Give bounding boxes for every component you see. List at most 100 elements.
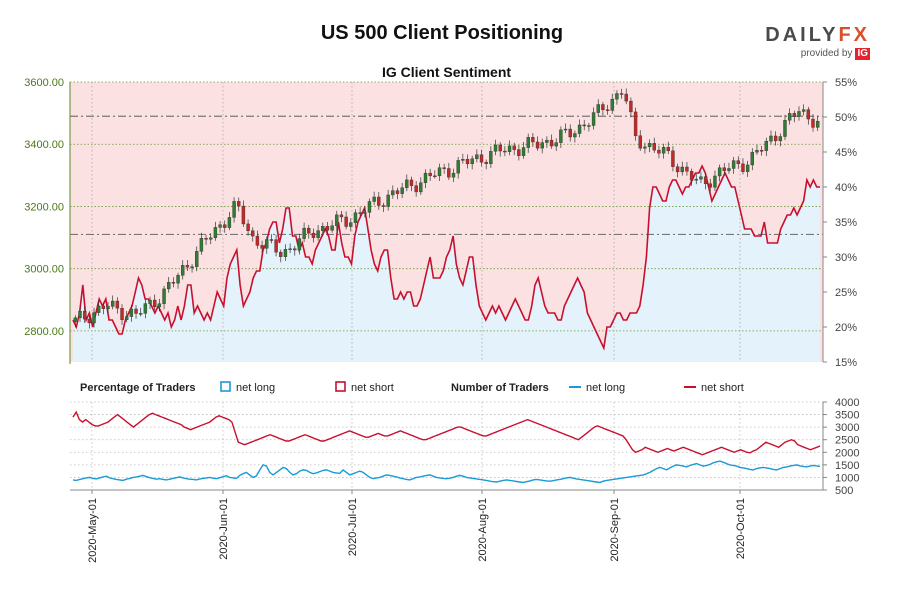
candle-body [419,182,423,193]
brand-subline: provided by IG [800,48,870,60]
candle-body [157,303,162,308]
sentiment-tick-label: 40% [835,182,857,194]
candle-body [643,146,647,149]
sentiment-tick-label: 55% [835,77,857,89]
candle-body [433,175,437,178]
price-tick-label: 2800.00 [24,326,64,338]
candle-body [209,237,213,240]
candle-body [400,187,404,194]
sentiment-tick-label: 45% [835,147,857,159]
candle-body [139,313,143,315]
legend-pct-short-swatch [335,381,346,392]
candle-body [713,175,717,188]
candle-body [269,239,274,241]
candle-body [741,163,745,172]
candle-body [638,135,642,149]
candle-body [811,118,815,128]
candle-body [806,109,811,120]
net-short-count-line [72,410,821,456]
candle-body [792,113,797,117]
candle-body [451,172,456,178]
candle-body [255,235,260,246]
candle-body [699,176,703,180]
lower-tick-label: 3500 [835,410,859,422]
candle-body [783,120,787,137]
candle-body [601,104,605,110]
candle-body [115,300,120,309]
x-tick-label: 2020-Jul-01 [347,498,359,556]
x-tick-label: 2020-Oct-01 [735,498,747,559]
candle-body [573,133,577,138]
candle-body [507,145,512,152]
candle-body [605,109,610,111]
candle-body [727,168,731,171]
candle-body [349,222,353,227]
candle-body [479,154,484,163]
candle-body [405,179,409,188]
candle-body [722,167,726,171]
candle-body [358,212,362,214]
price-tick-label: 3200.00 [24,201,64,213]
lower-tick-label: 4000 [835,397,859,409]
candle-body [549,139,554,147]
candle-body [503,150,507,153]
chart-subtitle: IG Client Sentiment [381,64,512,80]
candle-body [769,135,773,142]
candle-body [619,93,624,95]
candle-body [708,183,712,188]
candle-body [260,245,264,249]
candle-body [717,167,722,177]
candle-body [535,141,540,149]
candle-body [815,120,820,128]
brand-wordmark: DAILYFX [765,24,870,46]
candle-body [470,158,474,165]
candle-body [283,249,288,257]
candle-body [274,239,278,253]
candle-body [153,299,157,308]
candle-body [745,164,750,172]
candle-body [559,129,563,143]
price-tick-label: 3000.00 [24,264,64,276]
sentiment-tick-label: 20% [835,322,857,334]
candle-body [330,225,334,231]
candle-body [162,288,166,304]
lower-tick-label: 2500 [835,435,859,447]
candle-body [344,216,348,227]
sentiment-tick-label: 30% [835,252,857,264]
candle-body [447,168,451,178]
candle-body [545,139,549,143]
brand-logo: DAILYFX provided by IG [760,24,870,60]
candle-body [764,140,769,151]
candle-body [554,142,558,147]
candle-body [279,251,283,257]
candle-body [185,265,190,268]
candle-body [526,137,530,148]
x-tick-label: 2020-May-01 [87,498,99,563]
candle-body [223,224,227,228]
candle-body [302,227,306,239]
candle-body [587,125,591,127]
candle-body [685,166,689,172]
candle-body [73,317,78,322]
candle-body [736,160,740,165]
candle-body [778,136,783,142]
candle-body [475,154,479,159]
net-long-count-line [72,460,821,484]
legend-num-long-label: net long [586,382,625,394]
chart-title: US 500 Client Positioning [320,22,564,44]
candle-body [610,98,614,111]
candle-body [797,111,801,117]
candle-body [251,230,255,237]
legend-pct-short-label: net short [351,382,394,394]
candle-body [391,190,395,196]
candle-body [577,124,582,134]
candle-body [671,150,675,167]
price-tick-label: 3600.00 [24,77,64,89]
candle-body [591,112,596,126]
candle-body [437,167,442,177]
candle-body [367,201,372,213]
candle-body [167,282,171,290]
candle-body [540,142,544,149]
price-tick-label: 3400.00 [24,139,64,151]
candle-body [750,151,754,166]
